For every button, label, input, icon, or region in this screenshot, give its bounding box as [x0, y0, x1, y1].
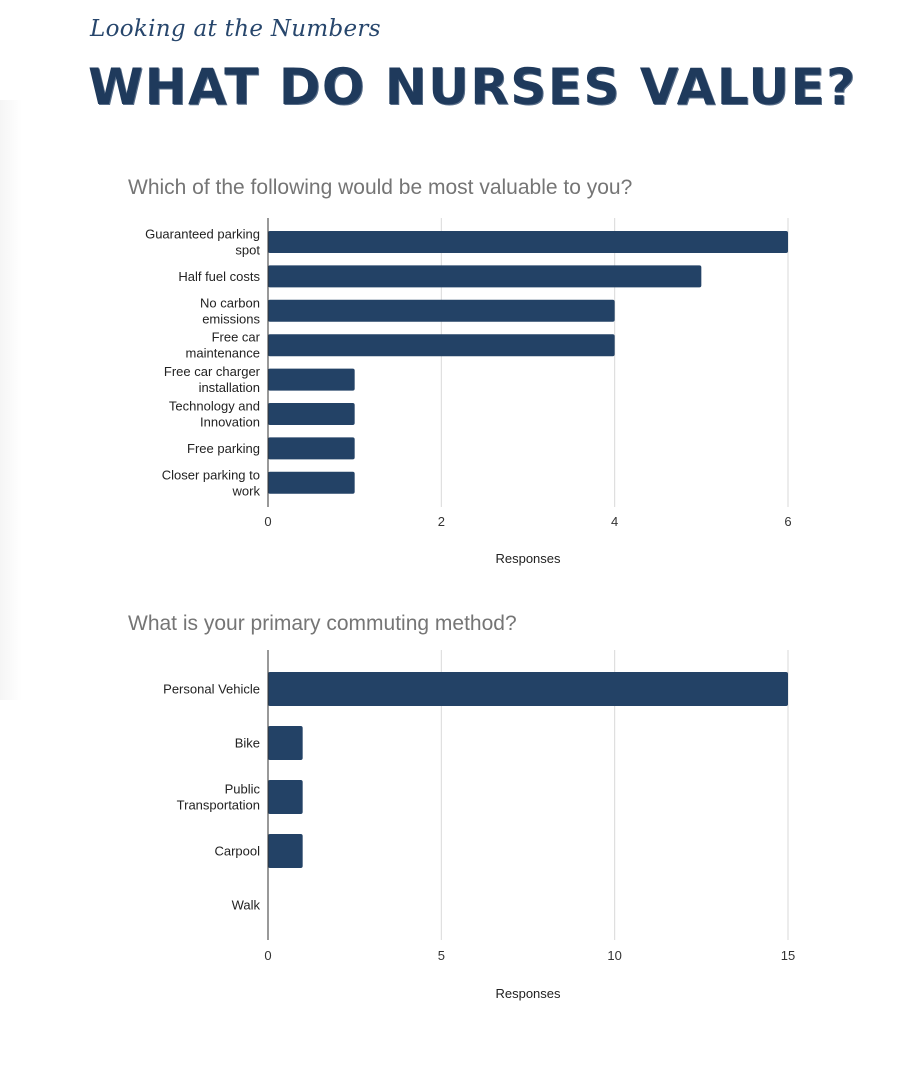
category-label-no-carbon-emissions-line1: No carbon	[200, 295, 260, 310]
bar-free-parking	[268, 437, 355, 460]
category-label-bike: Bike	[235, 736, 260, 751]
bar-half-fuel-costs	[268, 265, 702, 288]
bar-free-car-charger-installation	[268, 368, 355, 391]
bar-public-transportation	[268, 780, 303, 814]
category-label-free-car-charger-installation-line2: installation	[199, 380, 260, 395]
category-label-no-carbon-emissions-line2: emissions	[202, 311, 260, 326]
page-title: WHAT DO NURSES VALUE?	[88, 58, 857, 116]
category-label-walk: Walk	[232, 898, 261, 913]
category-label-closer-parking-to-work-line1: Closer parking to	[162, 467, 260, 482]
bar-bike	[268, 726, 303, 760]
x-tick-label-5: 5	[438, 948, 445, 963]
bar-technology-and-innovation	[268, 403, 355, 425]
category-label-technology-and-innovation-line2: Innovation	[200, 415, 260, 430]
category-label-guaranteed-parking-spot-line2: spot	[235, 243, 260, 258]
x-axis-title: Responses	[495, 551, 561, 566]
chart-2-title: What is your primary commuting method?	[128, 612, 517, 635]
x-axis-title: Responses	[495, 986, 561, 1001]
x-tick-label-0: 0	[264, 514, 271, 529]
x-tick-label-15: 15	[781, 948, 795, 963]
category-label-free-car-charger-installation-line1: Free car charger	[164, 364, 261, 379]
category-label-guaranteed-parking-spot-line1: Guaranteed parking	[145, 227, 260, 242]
bar-carpool	[268, 834, 303, 868]
x-tick-label-10: 10	[607, 948, 621, 963]
bar-no-carbon-emissions	[268, 299, 615, 322]
bar-personal-vehicle	[268, 672, 788, 706]
category-label-free-car-maintenance-line1: Free car	[212, 330, 261, 345]
bar-guaranteed-parking-spot	[268, 231, 788, 253]
page-eyebrow: Looking at the Numbers	[90, 16, 381, 42]
category-label-public-transportation-line2: Transportation	[177, 798, 260, 813]
category-label-personal-vehicle: Personal Vehicle	[163, 682, 260, 697]
category-label-free-car-maintenance-line2: maintenance	[186, 346, 260, 361]
category-label-half-fuel-costs: Half fuel costs	[178, 269, 260, 284]
chart-2-commuting-method: Personal Vehicle Bike PublicTransportation…	[163, 650, 795, 1001]
page-edge-shadow	[0, 100, 22, 700]
chart-1-title: Which of the following would be most val…	[128, 176, 633, 199]
category-label-free-parking: Free parking	[187, 441, 260, 456]
bar-closer-parking-to-work	[268, 471, 355, 494]
bar-free-car-maintenance	[268, 334, 615, 357]
category-label-public-transportation-line1: Public	[225, 782, 261, 797]
category-label-technology-and-innovation-line1: Technology and	[169, 399, 260, 414]
x-tick-label-2: 2	[438, 514, 445, 529]
x-tick-label-6: 6	[784, 514, 791, 529]
x-tick-label-4: 4	[611, 514, 618, 529]
category-label-closer-parking-to-work-line2: work	[232, 483, 261, 498]
category-label-carpool: Carpool	[214, 844, 260, 859]
x-tick-label-0: 0	[264, 948, 271, 963]
